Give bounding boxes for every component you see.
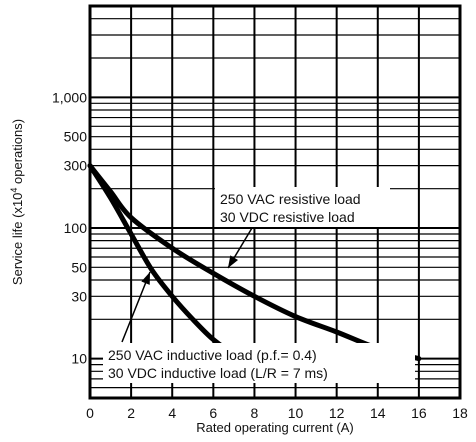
inductive-arrow bbox=[121, 271, 151, 343]
x-tick-label: 12 bbox=[329, 405, 345, 421]
y-axis-label-tail: operations) bbox=[10, 119, 25, 188]
y-tick-label: 1,000 bbox=[52, 89, 87, 105]
y-axis-label: Service life (x104 operations) bbox=[9, 119, 25, 285]
y-tick-label: 100 bbox=[64, 220, 88, 236]
tick-labels: 0 2 4 6 8 10 12 14 16 18 10 30 50 100 300 500 1,000 bbox=[52, 89, 468, 421]
x-tick-label: 6 bbox=[209, 405, 217, 421]
resistive-annotation: 250 VAC resistive load 30 VDC resistive … bbox=[215, 187, 390, 269]
plot-frame bbox=[88, 4, 462, 400]
x-tick-label: 14 bbox=[370, 405, 386, 421]
x-axis-label: Rated operating current (A) bbox=[196, 420, 354, 435]
x-tick-label: 2 bbox=[127, 405, 135, 421]
x-tick-label: 8 bbox=[251, 405, 259, 421]
resistive-label-line: 30 VDC resistive load bbox=[220, 209, 355, 225]
y-tick-label: 50 bbox=[71, 259, 87, 275]
inductive-label-background bbox=[103, 343, 415, 383]
y-tick-label: 30 bbox=[71, 288, 87, 304]
inductive-annotation: 250 VAC inductive load (p.f.= 0.4) 30 VD… bbox=[103, 271, 415, 383]
x-tick-label: 16 bbox=[411, 405, 427, 421]
y-tick-label: 500 bbox=[64, 129, 88, 145]
inductive-label-line: 250 VAC inductive load (p.f.= 0.4) bbox=[108, 347, 317, 363]
y-tick-label: 300 bbox=[64, 158, 88, 174]
y-tick-label: 10 bbox=[71, 351, 87, 367]
series-1-curve bbox=[87, 163, 422, 362]
x-tick-label: 10 bbox=[288, 405, 304, 421]
resistive-label-line: 250 VAC resistive load bbox=[220, 191, 361, 207]
resistive-arrowhead bbox=[228, 255, 239, 268]
y-axis-label-superscript: 4 bbox=[9, 188, 19, 193]
x-tick-label: 0 bbox=[86, 405, 94, 421]
x-tick-label: 18 bbox=[452, 405, 468, 421]
y-axis-label-main: Service life (x10 bbox=[10, 193, 25, 285]
resistive-label-background bbox=[215, 187, 390, 227]
x-tick-label: 4 bbox=[168, 405, 176, 421]
inductive-label-line: 30 VDC inductive load (L/R = 7 ms) bbox=[108, 365, 328, 381]
inductive-arrowhead bbox=[141, 272, 150, 285]
